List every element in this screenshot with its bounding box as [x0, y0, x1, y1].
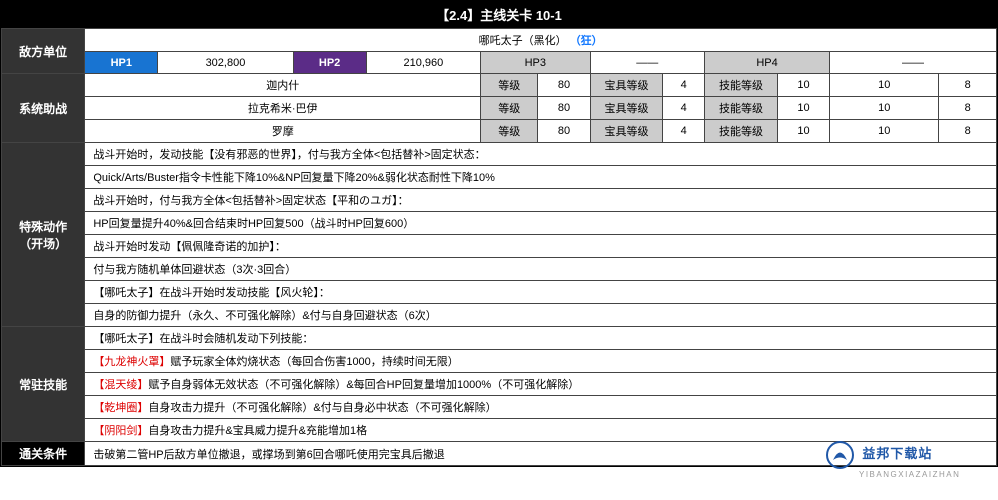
clear-label: 通关条件	[2, 442, 85, 466]
support-level-2: 80	[538, 120, 590, 143]
passive-text-2: 赋予自身弱体无效状态（不可强化解除）&每回合HP回复量增加1000%（不可强化解…	[148, 379, 579, 391]
support-s2-2: 10	[830, 120, 939, 143]
support-s1-0: 10	[777, 74, 829, 97]
col-skill-0: 技能等级	[705, 74, 778, 97]
passive-text-4: 自身攻击力提升&宝具威力提升&充能增加1格	[148, 425, 367, 437]
hp2-label: HP2	[293, 52, 366, 74]
support-np-2: 4	[663, 120, 705, 143]
support-name-0: 迦内什	[85, 74, 481, 97]
col-level-2: 等级	[481, 120, 538, 143]
support-label: 系统助战	[2, 74, 85, 143]
passive-line-3: 【乾坤圈】自身攻击力提升（不可强化解除）&付与自身必中状态（不可强化解除）	[85, 396, 997, 419]
support-level-1: 80	[538, 97, 590, 120]
support-s1-2: 10	[777, 120, 829, 143]
support-name-1: 拉克希米·巴伊	[85, 97, 481, 120]
special-line-3: HP回复量提升40%&回合结束时HP回复500（战斗时HP回复600）	[85, 212, 997, 235]
watermark-sub: YIBANGXIAZAIZHAN	[859, 470, 960, 479]
col-skill-1: 技能等级	[705, 97, 778, 120]
col-np-1: 宝具等级	[590, 97, 663, 120]
hp4-label: HP4	[705, 52, 830, 74]
hp3-value: ——	[590, 52, 705, 74]
hp4-value: ——	[830, 52, 997, 74]
passive-line-0: 【哪吒太子】在战斗时会随机发动下列技能：	[85, 327, 997, 350]
special-line-2: 战斗开始时，付与我方全体<包括替补>固定状态【平和のユガ】：	[85, 189, 997, 212]
passive-text-0: 【哪吒太子】在战斗时会随机发动下列技能：	[93, 333, 313, 345]
passive-line-4: 【阴阳剑】自身攻击力提升&宝具威力提升&充能增加1格	[85, 419, 997, 442]
stage-title: 【2.4】主线关卡 10-1	[1, 1, 997, 28]
passive-prefix-2: 【混天绫】	[93, 379, 148, 391]
passive-label: 常驻技能	[2, 327, 85, 442]
support-s3-2: 8	[939, 120, 997, 143]
support-s2-0: 10	[830, 74, 939, 97]
col-skill-2: 技能等级	[705, 120, 778, 143]
hp3-label: HP3	[481, 52, 590, 74]
support-np-0: 4	[663, 74, 705, 97]
support-row-0: 系统助战 迦内什 等级 80 宝具等级 4 技能等级 10 10 8	[2, 74, 997, 97]
special-label: 特殊动作（开场）	[2, 143, 85, 327]
col-level-0: 等级	[481, 74, 538, 97]
passive-text-3: 自身攻击力提升（不可强化解除）&付与自身必中状态（不可强化解除）	[148, 402, 496, 414]
col-np-2: 宝具等级	[590, 120, 663, 143]
special-line-4: 战斗开始时发动【佩佩隆奇诺的加护】：	[85, 235, 997, 258]
support-s2-1: 10	[830, 97, 939, 120]
enemy-unit-label: 敌方单位	[2, 29, 85, 74]
support-row-1: 拉克希米·巴伊 等级 80 宝具等级 4 技能等级 10 10 8	[2, 97, 997, 120]
support-name-2: 罗摩	[85, 120, 481, 143]
special-line-5: 付与我方随机单体回避状态（3次·3回合）	[85, 258, 997, 281]
passive-text-1: 赋予玩家全体灼烧状态（每回合伤害1000，持续时间无限）	[170, 356, 458, 368]
hp-row: HP1 302,800 HP2 210,960 HP3 —— HP4 ——	[2, 52, 997, 74]
passive-prefix-3: 【乾坤圈】	[93, 402, 148, 414]
passive-prefix-4: 【阴阳剑】	[93, 425, 148, 437]
support-np-1: 4	[663, 97, 705, 120]
main-table: 敌方单位 哪吒太子（黑化） （狂） HP1 302,800 HP2 210,96…	[1, 28, 997, 466]
enemy-name: 哪吒太子（黑化）	[479, 35, 567, 47]
stage-table-container: 【2.4】主线关卡 10-1 敌方单位 哪吒太子（黑化） （狂） HP1 302…	[0, 0, 998, 467]
passive-line-1: 【九龙神火罩】赋予玩家全体灼烧状态（每回合伤害1000，持续时间无限）	[85, 350, 997, 373]
clear-text: 击破第二管HP后敌方单位撤退，或撑场到第6回合哪吒使用完宝具后撤退	[85, 442, 997, 466]
support-level-0: 80	[538, 74, 590, 97]
support-s3-0: 8	[939, 74, 997, 97]
passive-prefix-1: 【九龙神火罩】	[93, 356, 170, 368]
enemy-tag: （狂）	[570, 35, 603, 47]
special-line-1: Quick/Arts/Buster指令卡性能下降10%&NP回复量下降20%&弱…	[85, 166, 997, 189]
support-s3-1: 8	[939, 97, 997, 120]
col-np-0: 宝具等级	[590, 74, 663, 97]
special-line-6: 【哪吒太子】在战斗开始时发动技能【风火轮】：	[85, 281, 997, 304]
special-line-7: 自身的防御力提升（永久、不可强化解除）&付与自身回避状态（6次）	[85, 304, 997, 327]
hp2-value: 210,960	[366, 52, 481, 74]
support-row-2: 罗摩 等级 80 宝具等级 4 技能等级 10 10 8	[2, 120, 997, 143]
hp1-value: 302,800	[158, 52, 293, 74]
enemy-name-row: 哪吒太子（黑化） （狂）	[85, 29, 997, 52]
passive-line-2: 【混天绫】赋予自身弱体无效状态（不可强化解除）&每回合HP回复量增加1000%（…	[85, 373, 997, 396]
hp1-label: HP1	[85, 52, 158, 74]
support-s1-1: 10	[777, 97, 829, 120]
col-level-1: 等级	[481, 97, 538, 120]
special-line-0: 战斗开始时，发动技能【没有邪恶的世界】，付与我方全体<包括替补>固定状态：	[85, 143, 997, 166]
